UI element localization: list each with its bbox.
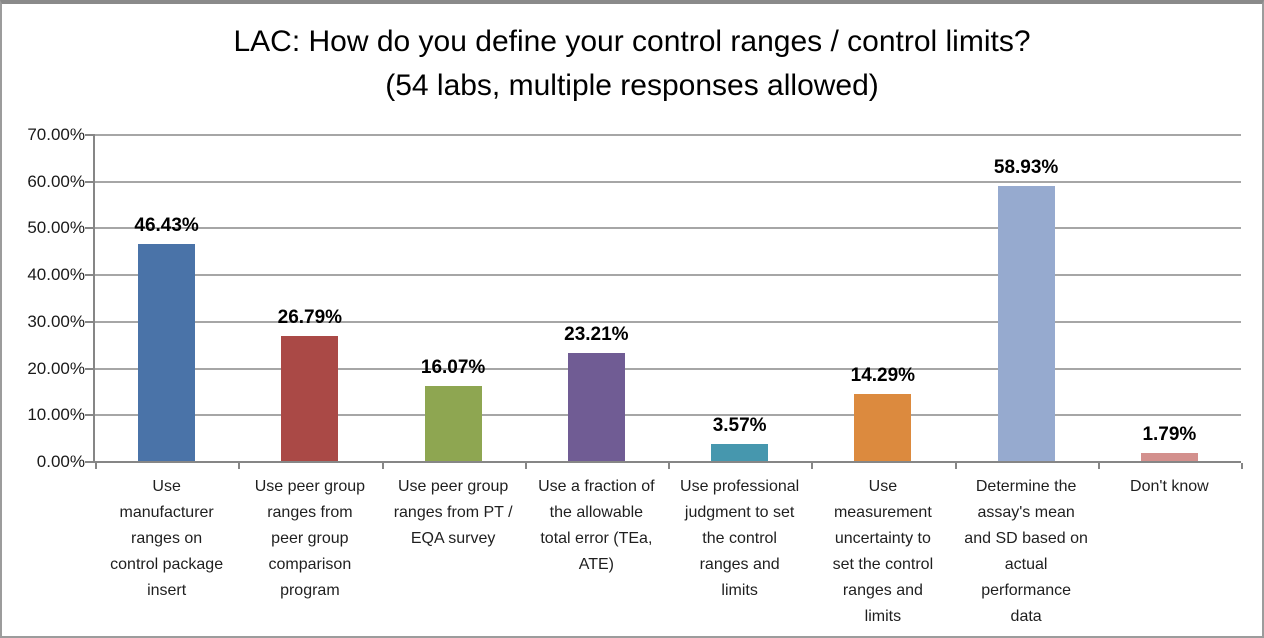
bar-value-label: 1.79% [1142,423,1197,445]
x-axis-category-label: Determine the assay's mean and SD based … [964,478,1088,625]
x-axis-tick [381,463,384,469]
y-axis-tick-label: 40.00% [27,265,85,285]
chart-title-line1: LAC: How do you define your control rang… [233,25,1031,58]
y-axis-line [93,134,95,461]
y-axis-tick [85,414,93,417]
bar-value-label: 58.93% [993,156,1059,178]
bar-3 [424,385,482,461]
bar-5 [711,444,769,461]
x-axis-tick [1097,463,1100,469]
gridline [95,274,1241,277]
y-axis-tick-label: 60.00% [27,171,85,191]
y-axis-tick [85,274,93,277]
gridline [95,320,1241,323]
gridline [95,134,1241,136]
bar-1 [138,244,196,461]
y-axis-tick-label: 10.00% [27,405,85,425]
gridline [95,367,1241,370]
bar-value-label: 23.21% [564,323,629,345]
y-axis-tick [85,180,93,183]
x-axis-category-label: Use measurement uncertainty to set the c… [832,478,934,625]
y-axis-tick [85,227,93,230]
x-axis-tick [668,463,670,469]
x-axis-category-label: Use peer group ranges from peer group co… [254,478,366,599]
x-axis-category-label: Use manufacturer ranges on control packa… [110,478,224,599]
x-axis-category-label: Don't know [1130,478,1209,495]
y-axis-tick [85,461,93,463]
x-axis-tick [954,463,957,469]
bar-value-label: 3.57% [712,415,767,437]
bar-7 [997,185,1055,461]
x-axis-tick [1241,463,1243,469]
x-axis-tick [524,463,527,469]
bar-value-label: 16.07% [420,356,486,378]
y-axis-tick-label: 30.00% [27,311,85,331]
x-axis-category-label: Use professional judgment to set the con… [680,478,800,599]
y-axis-tick-label: 20.00% [27,358,85,378]
bar-value-label: 46.43% [134,215,199,237]
y-axis-tick [85,367,93,370]
plot-area: 70.00% 60.00% 50.00% 40.00% 30.00% 20.00% 10.0… [27,125,1243,471]
bar-value-label: 26.79% [277,306,343,328]
y-axis-tick-label: 50.00% [27,218,85,238]
bar-2 [281,335,339,461]
bar-6 [854,394,912,461]
gridline [95,227,1241,230]
gridline [95,414,1241,417]
bar-4 [567,352,625,461]
y-axis-tick [85,134,93,136]
chart-title-line2: (54 labs, multiple responses allowed) [385,69,879,102]
x-axis-labels-layer: Use manufacturer ranges on control packa… [95,474,1241,634]
y-axis-tick-label: 0.00% [36,452,85,471]
y-axis-tick [85,320,93,323]
x-axis-tick [238,463,241,469]
x-axis-category-label: Use a fraction of the allowable total er… [538,478,655,573]
x-axis-category-label: Use peer group ranges from PT / EQA surv… [393,478,513,547]
y-axis-tick-label: 70.00% [27,125,85,144]
chart-title: LAC: How do you define your control rang… [2,20,1262,108]
bar-value-label: 14.29% [850,365,916,387]
x-axis-line [87,461,1241,463]
bar-8 [1140,452,1198,461]
x-axis-tick [95,463,97,469]
x-axis-tick [811,463,814,469]
gridline [95,180,1241,183]
